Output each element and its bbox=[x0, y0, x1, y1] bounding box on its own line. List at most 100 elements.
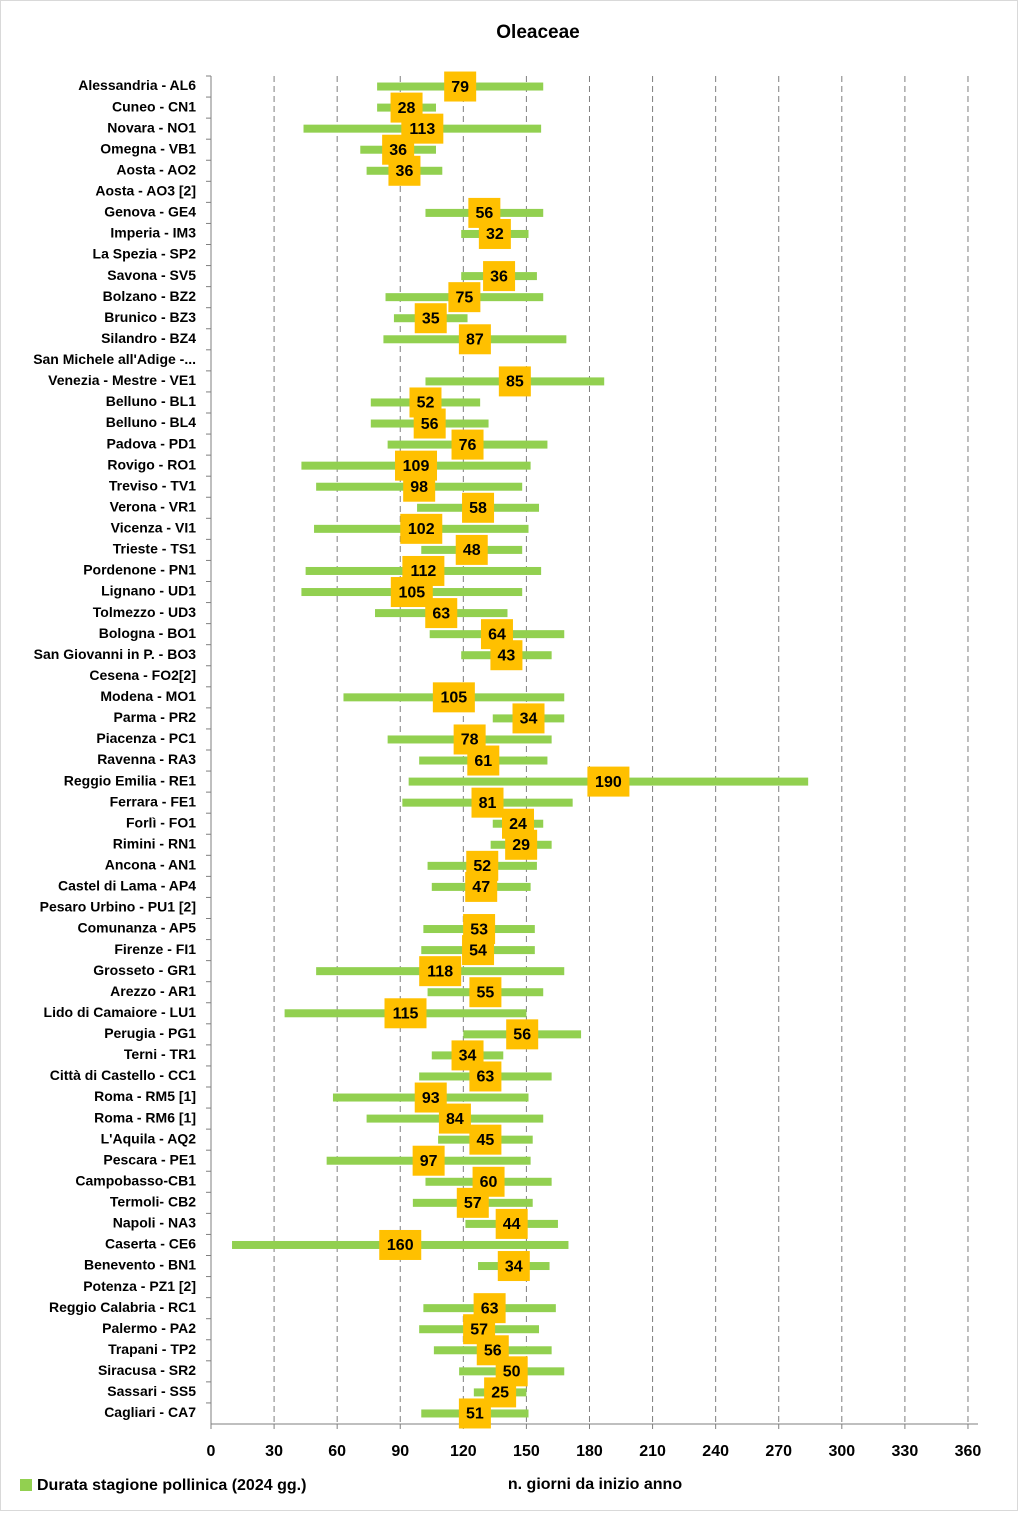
data-label-box bbox=[458, 1398, 491, 1429]
data-label-box bbox=[379, 1229, 422, 1260]
data-label: 115 bbox=[393, 1006, 419, 1023]
data-label: 56 bbox=[421, 416, 439, 433]
x-tick-label: 90 bbox=[391, 1443, 409, 1460]
data-label-box bbox=[469, 1061, 502, 1092]
data-label: 47 bbox=[472, 879, 490, 896]
data-label: 64 bbox=[488, 626, 506, 643]
y-tick-label: Forlì - FO1 bbox=[126, 814, 196, 830]
data-label: 112 bbox=[410, 563, 436, 580]
y-tick-label: Siracusa - SR2 bbox=[98, 1362, 196, 1378]
data-label: 34 bbox=[505, 1258, 523, 1275]
data-label-box bbox=[444, 71, 477, 102]
data-label: 57 bbox=[470, 1321, 488, 1338]
data-label-box bbox=[458, 324, 491, 355]
data-label-box bbox=[498, 366, 531, 397]
data-label: 52 bbox=[417, 395, 435, 412]
y-tick-label: Alessandria - AL6 bbox=[78, 77, 196, 93]
data-label-box bbox=[414, 303, 447, 334]
data-label: 87 bbox=[466, 332, 484, 349]
y-tick-label: Roma - RM6 [1] bbox=[94, 1109, 196, 1125]
data-label: 36 bbox=[490, 268, 508, 285]
y-tick-label: Piacenza - PC1 bbox=[96, 730, 196, 746]
data-label: 54 bbox=[469, 942, 487, 959]
y-tick-label: Comunanza - AP5 bbox=[78, 920, 197, 936]
data-label-box bbox=[456, 1187, 489, 1218]
x-tick-label: 240 bbox=[702, 1443, 729, 1460]
y-tick-label: Pesaro Urbino - PU1 [2] bbox=[40, 899, 196, 915]
data-label: 56 bbox=[475, 205, 493, 222]
y-tick-label: Castel di Lama - AP4 bbox=[58, 878, 196, 894]
data-label-box bbox=[471, 787, 504, 818]
y-tick-label: Arezzo - AR1 bbox=[110, 983, 196, 999]
data-label: 61 bbox=[474, 753, 492, 770]
data-label: 81 bbox=[479, 795, 497, 812]
data-label-box bbox=[465, 871, 498, 902]
y-tick-label: San Giovanni in P. - BO3 bbox=[34, 646, 197, 662]
data-label: 98 bbox=[410, 479, 428, 496]
data-label-box bbox=[412, 1145, 445, 1176]
data-label: 29 bbox=[512, 837, 530, 854]
data-label: 160 bbox=[387, 1237, 414, 1254]
data-label: 44 bbox=[503, 1216, 521, 1233]
y-tick-label: Cagliari - CA7 bbox=[104, 1404, 196, 1420]
x-tick-label: 330 bbox=[892, 1443, 919, 1460]
y-tick-label: Pordenone - PN1 bbox=[83, 562, 196, 578]
y-tick-label: Lido di Camaiore - LU1 bbox=[44, 1004, 197, 1020]
data-label: 56 bbox=[513, 1027, 531, 1044]
y-tick-label: Potenza - PZ1 [2] bbox=[83, 1278, 196, 1294]
data-label: 79 bbox=[451, 79, 469, 96]
x-tick-label: 30 bbox=[265, 1443, 283, 1460]
data-label-box bbox=[413, 408, 446, 439]
data-label: 35 bbox=[422, 310, 440, 327]
data-label: 63 bbox=[481, 1300, 499, 1317]
data-label: 55 bbox=[477, 984, 495, 1001]
y-tick-label: L'Aquila - AQ2 bbox=[101, 1130, 197, 1146]
y-tick-label: Napoli - NA3 bbox=[113, 1215, 196, 1231]
x-tick-label: 0 bbox=[207, 1443, 216, 1460]
y-tick-label: Firenze - FI1 bbox=[114, 941, 196, 957]
y-tick-label: Padova - PD1 bbox=[107, 435, 197, 451]
legend-swatch bbox=[20, 1479, 32, 1491]
data-label: 24 bbox=[509, 816, 527, 833]
data-label: 28 bbox=[398, 100, 416, 117]
y-tick-label: Novara - NO1 bbox=[107, 119, 196, 135]
y-tick-label: Reggio Emilia - RE1 bbox=[64, 772, 196, 788]
y-tick-label: Cuneo - CN1 bbox=[112, 98, 196, 114]
x-tick-label: 150 bbox=[513, 1443, 540, 1460]
x-tick-label: 120 bbox=[450, 1443, 477, 1460]
y-tick-label: Città di Castello - CC1 bbox=[50, 1067, 196, 1083]
data-label: 36 bbox=[396, 163, 414, 180]
y-tick-label: Ravenna - RA3 bbox=[97, 751, 196, 767]
y-tick-label: Rimini - RN1 bbox=[113, 835, 196, 851]
data-label-box bbox=[478, 218, 511, 249]
data-label: 76 bbox=[459, 437, 477, 454]
data-label-box bbox=[497, 1251, 530, 1282]
data-label-box bbox=[469, 1124, 502, 1155]
data-label-box bbox=[469, 977, 502, 1008]
y-tick-label: Rovigo - RO1 bbox=[107, 456, 196, 472]
y-tick-label: Silandro - BZ4 bbox=[101, 330, 196, 346]
data-label: 57 bbox=[464, 1195, 482, 1212]
data-label: 190 bbox=[595, 774, 622, 791]
data-label: 43 bbox=[498, 647, 516, 664]
x-tick-label: 270 bbox=[765, 1443, 792, 1460]
data-label: 75 bbox=[455, 289, 473, 306]
x-tick-label: 360 bbox=[955, 1443, 982, 1460]
y-tick-label: Genova - GE4 bbox=[104, 204, 196, 220]
chart-title: Oleaceae bbox=[496, 22, 579, 43]
y-tick-label: Verona - VR1 bbox=[110, 498, 197, 514]
data-label: 60 bbox=[480, 1174, 498, 1191]
data-label: 84 bbox=[446, 1111, 464, 1128]
data-label: 25 bbox=[491, 1385, 509, 1402]
data-label-box bbox=[384, 998, 427, 1029]
data-label-box bbox=[438, 1103, 471, 1134]
y-tick-label: Sassari - SS5 bbox=[107, 1383, 196, 1399]
y-tick-label: Tolmezzo - UD3 bbox=[93, 604, 196, 620]
data-label-box bbox=[490, 640, 523, 671]
data-label: 85 bbox=[506, 374, 524, 391]
data-label-box bbox=[587, 766, 630, 797]
data-label: 97 bbox=[420, 1153, 438, 1170]
y-tick-label: Roma - RM5 [1] bbox=[94, 1088, 196, 1104]
y-tick-label: Trapani - TP2 bbox=[108, 1341, 196, 1357]
y-tick-label: Perugia - PG1 bbox=[104, 1025, 196, 1041]
